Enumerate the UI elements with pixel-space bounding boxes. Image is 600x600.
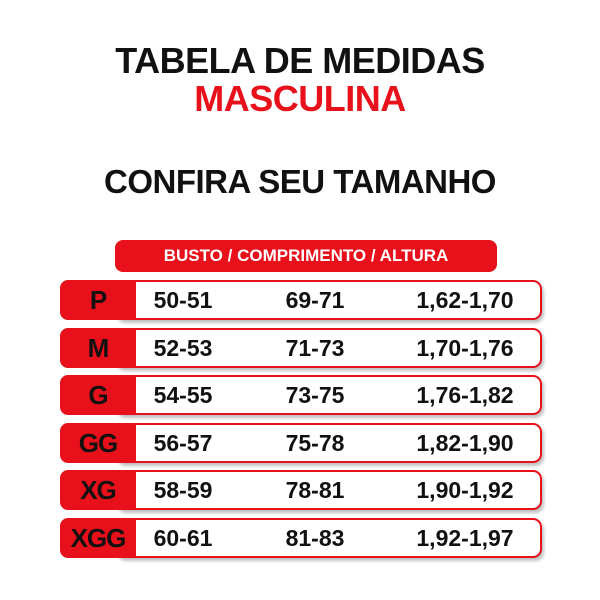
measure: 1,82-1,90 [416, 429, 514, 456]
measure: 78-81 [285, 477, 345, 503]
measure: 73-75 [285, 382, 345, 408]
measure: 1,62-1,70 [416, 287, 514, 313]
row-box [115, 327, 542, 368]
row-box [115, 517, 542, 558]
measure: 1,90-1,92 [416, 477, 514, 503]
table-row: XG 58-59 78-81 1,90-1,92 [60, 470, 542, 510]
title: TABELA DE MEDIDAS [115, 40, 485, 81]
measure: 52-53 [153, 334, 213, 361]
measure: 69-71 [285, 287, 345, 313]
size-label: XGG [60, 517, 136, 558]
measure: 56-57 [153, 429, 213, 456]
size-label: XG [60, 470, 136, 510]
table-row: G 54-55 73-75 1,76-1,82 [60, 375, 542, 415]
measure: 50-51 [153, 287, 213, 313]
measure: 1,70-1,76 [416, 334, 514, 361]
table-row: M 52-53 71-73 1,70-1,76 [60, 327, 542, 368]
row-box [115, 422, 542, 463]
size-label: P [60, 280, 136, 320]
table-row: GG 56-57 75-78 1,82-1,90 [60, 422, 542, 463]
size-label: M [60, 327, 136, 368]
measure: 1,92-1,97 [416, 524, 514, 551]
measure: 58-59 [153, 477, 213, 503]
size-label: GG [60, 422, 136, 463]
measure: 81-83 [285, 524, 345, 551]
heading: CONFIRA SEU TAMANHO [104, 163, 496, 200]
row-box [115, 280, 542, 320]
table-row: XGG 60-61 81-83 1,92-1,97 [60, 517, 542, 558]
measure: 1,76-1,82 [416, 382, 514, 408]
measure: 54-55 [153, 382, 213, 408]
subtitle: MASCULINA [194, 78, 406, 119]
columns-label: BUSTO / COMPRIMENTO / ALTURA [115, 240, 497, 272]
row-box [115, 375, 542, 415]
measure: 60-61 [153, 524, 213, 551]
size-label: G [60, 375, 136, 415]
row-box [115, 470, 542, 510]
measure: 71-73 [285, 334, 345, 361]
measure: 75-78 [285, 429, 345, 456]
table-row: P 50-51 69-71 1,62-1,70 [60, 280, 542, 320]
